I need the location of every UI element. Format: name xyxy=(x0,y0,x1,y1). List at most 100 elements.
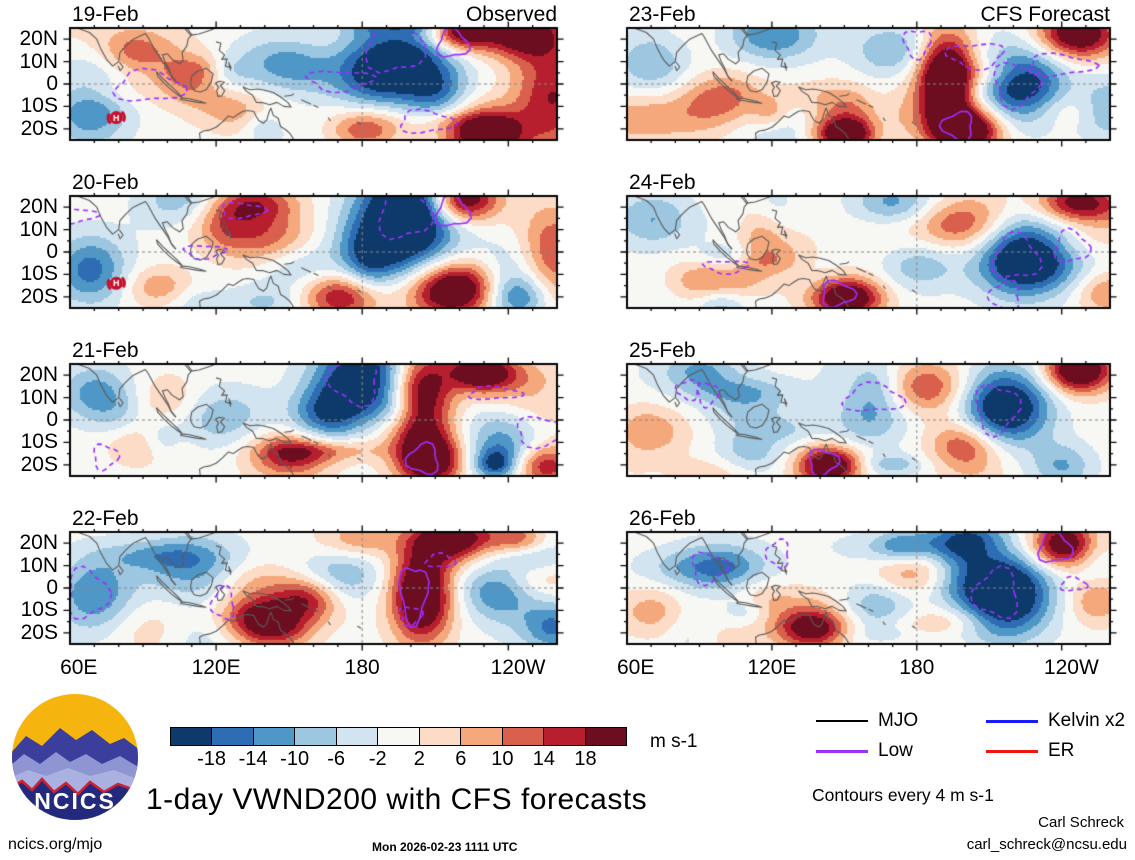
ncics-logo: NCICS xyxy=(12,694,138,820)
y-tick-label: 0 xyxy=(46,408,58,431)
colorbar-tick-label: -18 xyxy=(197,748,226,770)
panel-date: 24-Feb xyxy=(629,171,696,194)
legend-item-low: Low xyxy=(816,740,913,762)
kelvin-line-swatch xyxy=(986,719,1038,723)
site-url: ncics.org/mjo xyxy=(8,836,103,853)
x-tick-label: 120W xyxy=(1043,656,1099,679)
y-tick-label: 20N xyxy=(19,531,58,555)
legend-label: Low xyxy=(878,740,913,761)
y-tick-label: 20S xyxy=(20,116,58,140)
panel-date: 26-Feb xyxy=(629,507,696,530)
x-tick-label: 120E xyxy=(191,656,241,679)
y-tick-label: 20S xyxy=(20,620,58,644)
y-tick-label: 20N xyxy=(19,195,58,219)
column-title-observed: Observed xyxy=(465,3,557,26)
y-axis-labels: 20N 10N 0 10S 20S xyxy=(0,532,60,644)
colorbar-tick-label: 10 xyxy=(491,748,514,770)
x-axis-labels: 60E 120E 180 120W xyxy=(617,654,1110,680)
column-title-forecast: CFS Forecast xyxy=(980,3,1110,26)
colorbar-tick-label: -2 xyxy=(368,748,387,770)
colorbar-swatch xyxy=(461,728,503,745)
panel-21-feb: 21-Feb xyxy=(63,338,564,483)
panel-date: 21-Feb xyxy=(72,339,139,362)
legend-item-er: ER xyxy=(986,740,1074,762)
x-tick-label: 60E xyxy=(60,656,98,679)
map-canvas-25-feb xyxy=(620,357,1117,483)
colorbar-tick-label: -6 xyxy=(327,748,346,770)
colorbar-swatches xyxy=(170,727,627,746)
colorbar-swatch xyxy=(171,728,213,745)
er-line-swatch xyxy=(986,749,1038,753)
map-canvas-19-feb xyxy=(63,21,564,147)
contour-legend: MJO Low Kelvin x2 ER xyxy=(816,708,1135,770)
logo-text: NCICS xyxy=(34,788,116,814)
panel-25-feb: 25-Feb xyxy=(620,338,1117,483)
colorbar-swatch xyxy=(585,728,626,745)
mjo-line-swatch xyxy=(816,719,868,723)
panel-26-feb: 26-Feb xyxy=(620,506,1117,651)
panel-19-feb: 19-Feb Observed xyxy=(63,2,564,147)
y-axis-labels: 20N 10N 0 10S 20S xyxy=(0,196,60,308)
y-tick-label: 0 xyxy=(46,576,58,599)
timestamp: Mon 2026-02-23 1111 UTC xyxy=(372,840,518,854)
panel-date: 25-Feb xyxy=(629,339,696,362)
x-tick-label: 60E xyxy=(617,656,655,679)
y-tick-label: 10S xyxy=(20,430,58,454)
colorbar-swatch xyxy=(502,728,545,745)
map-canvas-26-feb xyxy=(620,525,1117,651)
panel-date: 20-Feb xyxy=(72,171,139,194)
legend-label: MJO xyxy=(878,710,919,731)
map-canvas-23-feb xyxy=(620,21,1117,147)
colorbar: -18 -14 -10 -6 -2 2 6 10 14 18 xyxy=(170,727,627,773)
colorbar-swatch xyxy=(295,728,337,745)
y-tick-label: 10N xyxy=(19,49,58,73)
colorbar-swatch xyxy=(419,728,462,745)
y-axis-labels: 20N 10N 0 10S 20S xyxy=(0,28,60,140)
colorbar-tick-label: 14 xyxy=(532,748,556,770)
panel-20-feb: 20-Feb xyxy=(63,170,564,315)
y-tick-label: 0 xyxy=(46,240,58,263)
credit-email: carl_schreck@ncsu.edu xyxy=(966,836,1127,853)
y-tick-label: 10N xyxy=(19,217,58,241)
panel-24-feb: 24-Feb xyxy=(620,170,1117,315)
y-tick-label: 10S xyxy=(20,94,58,118)
y-tick-label: 20S xyxy=(20,452,58,476)
y-tick-label: 10S xyxy=(20,598,58,622)
panel-date: 19-Feb xyxy=(72,3,139,26)
y-axis-labels: 20N 10N 0 10S 20S xyxy=(0,364,60,476)
colorbar-units: m s-1 xyxy=(650,731,698,752)
y-tick-label: 10N xyxy=(19,385,58,409)
colorbar-tick-label: -10 xyxy=(280,748,310,770)
x-tick-label: 120E xyxy=(747,656,797,679)
y-tick-label: 0 xyxy=(46,72,58,95)
colorbar-tick-label: 2 xyxy=(413,748,425,770)
low-line-swatch xyxy=(816,749,868,753)
map-canvas-22-feb xyxy=(63,525,564,651)
legend-label: Kelvin x2 xyxy=(1048,710,1126,731)
x-tick-label: 120W xyxy=(490,656,546,679)
x-axis-labels: 60E 120E 180 120W xyxy=(60,654,557,680)
y-tick-label: 10N xyxy=(19,553,58,577)
colorbar-swatch xyxy=(378,728,420,745)
colorbar-tick-label: 6 xyxy=(455,748,467,770)
colorbar-swatch xyxy=(336,728,379,745)
figure-title: 1-day VWND200 with CFS forecasts xyxy=(146,783,648,816)
panel-date: 22-Feb xyxy=(72,507,139,530)
panel-22-feb: 22-Feb xyxy=(63,506,564,651)
credit-name: Carl Schreck xyxy=(1038,814,1124,831)
contour-note: Contours every 4 m s-1 xyxy=(812,785,994,805)
legend-label: ER xyxy=(1048,740,1075,761)
y-tick-label: 20N xyxy=(19,27,58,51)
legend-item-mjo: MJO xyxy=(816,710,918,732)
colorbar-swatch xyxy=(253,728,296,745)
colorbar-tick-label: -14 xyxy=(238,748,268,770)
panel-date: 23-Feb xyxy=(629,3,696,26)
x-tick-label: 180 xyxy=(344,656,380,679)
y-tick-label: 20N xyxy=(19,363,58,387)
colorbar-tick-label: 18 xyxy=(574,748,597,770)
y-tick-label: 20S xyxy=(20,284,58,308)
map-canvas-20-feb xyxy=(63,189,564,315)
x-tick-label: 180 xyxy=(899,656,935,679)
y-tick-label: 10S xyxy=(20,262,58,286)
